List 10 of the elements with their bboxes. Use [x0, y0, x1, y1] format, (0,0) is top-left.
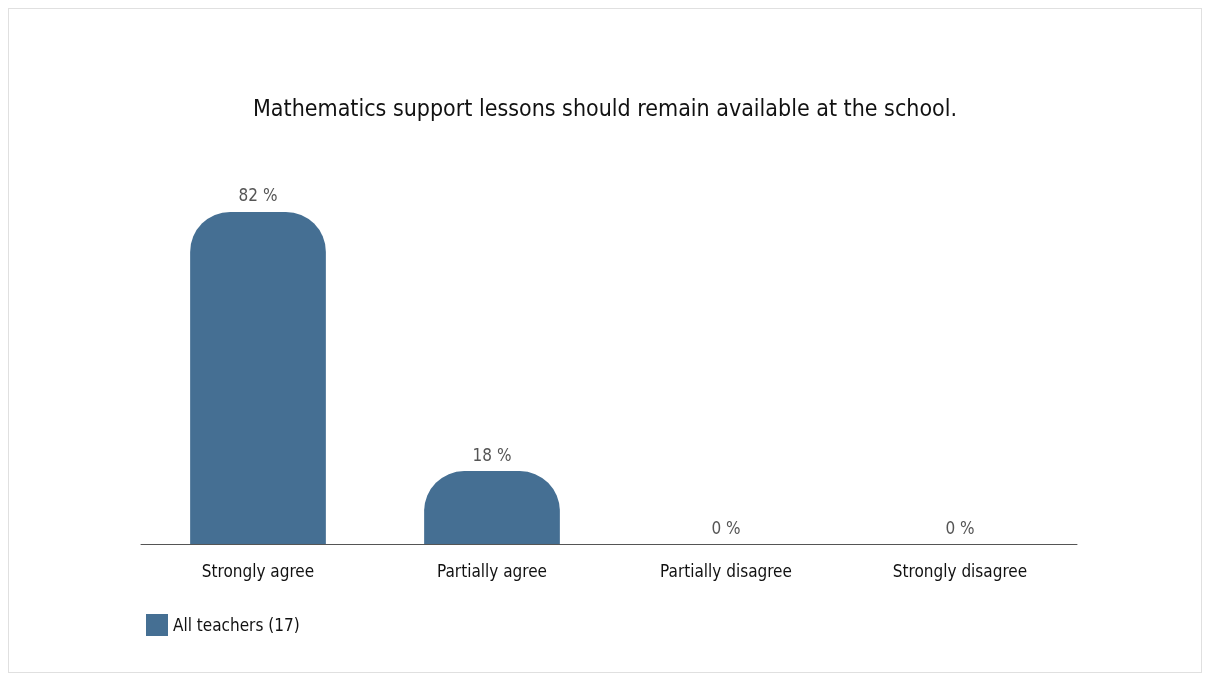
- data-label: 18 %: [472, 444, 512, 465]
- chart-title: Mathematics support lessons should remain available at the school.: [252, 94, 958, 121]
- data-label: 0 %: [945, 517, 975, 538]
- x-tick-label: Strongly disagree: [892, 560, 1028, 581]
- x-tick-label: Strongly agree: [201, 560, 315, 581]
- data-label: 82 %: [238, 185, 278, 206]
- x-tick-label: Partially disagree: [660, 560, 792, 581]
- x-tick-label: Partially agree: [437, 560, 547, 581]
- legend-label: All teachers (17): [173, 615, 300, 635]
- data-label: 0 %: [711, 517, 741, 538]
